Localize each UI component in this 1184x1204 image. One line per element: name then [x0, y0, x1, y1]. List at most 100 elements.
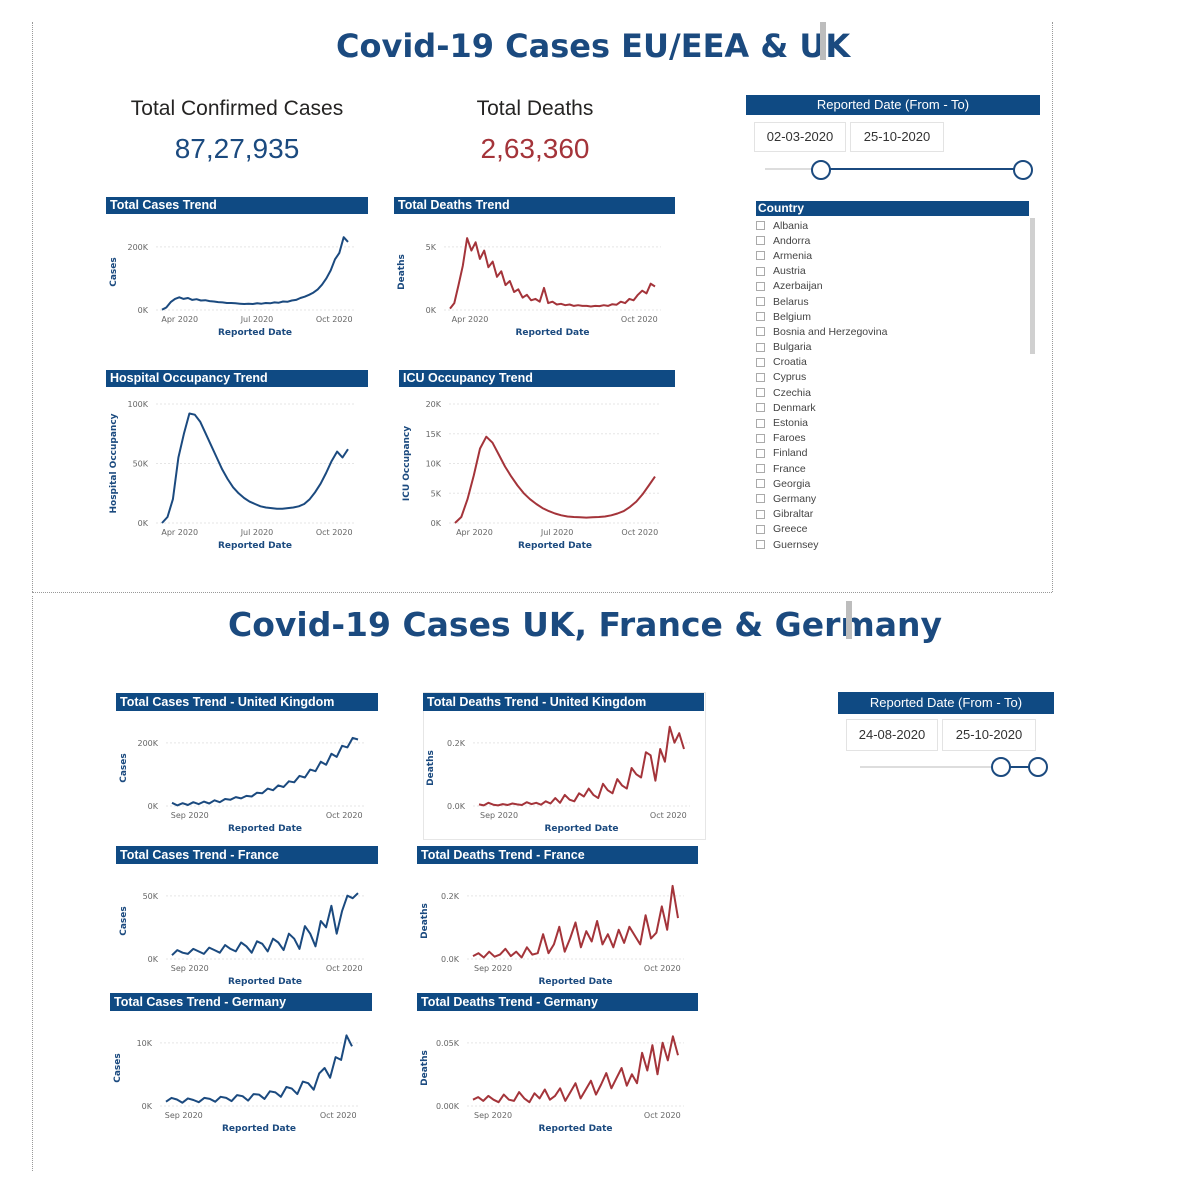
de-deaths-chart: 0.00K 0.05K Sep 2020 Oct 2020 Reported Date D… [417, 1016, 698, 1138]
y-axis-label: Cases [113, 1053, 123, 1083]
country-checkbox[interactable] [756, 524, 765, 534]
date-to-input[interactable]: 25-10-2020 [850, 122, 944, 152]
x-axis-label: Reported Date [228, 977, 302, 987]
country-checkbox[interactable] [756, 418, 765, 428]
y-axis-label: ICU Occupancy [402, 426, 412, 501]
country-checkbox[interactable] [756, 479, 765, 489]
series-line [454, 435, 656, 524]
country-scrollbar[interactable] [1030, 218, 1035, 354]
x-axis-label: Reported Date [222, 1124, 296, 1134]
country-item[interactable]: Germany [756, 491, 1026, 506]
country-item[interactable]: Czechia [756, 385, 1026, 400]
country-label: Belgium [773, 310, 811, 323]
country-checkbox[interactable] [756, 251, 765, 261]
date2-slider-start-handle[interactable] [991, 757, 1011, 777]
country-item[interactable]: France [756, 461, 1026, 476]
de-cases-chart: 0K 10K Sep 2020 Oct 2020 Reported Date Cases [110, 1016, 372, 1138]
country-label: Faroes [773, 432, 806, 445]
country-item[interactable]: Belgium [756, 309, 1026, 324]
country-item[interactable]: Bosnia and Herzegovina [756, 324, 1026, 339]
country-label: Finland [773, 447, 808, 460]
series-line [472, 884, 679, 959]
country-label: Cyprus [773, 371, 807, 384]
total-deaths-chart: 0K 5K Apr 2020 Oct 2020 Reported Date Deaths [394, 220, 675, 342]
country-checkbox[interactable] [756, 433, 765, 443]
country-label: Denmark [773, 401, 816, 414]
y-tick-label: 0.2K [447, 739, 466, 748]
country-checkbox[interactable] [756, 342, 765, 352]
country-item[interactable]: Cyprus [756, 370, 1026, 385]
top-frame-bottom [32, 592, 1052, 593]
country-item[interactable]: Bulgaria [756, 340, 1026, 355]
y-tick-label: 100K [127, 400, 148, 409]
country-item[interactable]: Croatia [756, 355, 1026, 370]
country-slicer-header: Country [756, 201, 1029, 216]
country-item[interactable]: Georgia [756, 476, 1026, 491]
uk-cases-chart: 0K 200K Sep 2020 Oct 2020 Reported Date Cases [116, 716, 378, 838]
x-axis-label: Reported Date [228, 824, 302, 834]
country-checkbox[interactable] [756, 388, 765, 398]
x-tick-label: Oct 2020 [621, 528, 658, 537]
country-checkbox[interactable] [756, 494, 765, 504]
y-tick-label: 10K [137, 1039, 153, 1048]
country-checkbox[interactable] [756, 297, 765, 307]
country-checkbox[interactable] [756, 509, 765, 519]
country-item[interactable]: Andorra [756, 233, 1026, 248]
y-tick-label: 0K [138, 306, 149, 315]
x-axis-label: Reported Date [218, 541, 292, 551]
date2-slider-end-handle[interactable] [1028, 757, 1048, 777]
date-slider-start-handle[interactable] [811, 160, 831, 180]
country-checkbox[interactable] [756, 357, 765, 367]
chart-svg: 0K 5K 10K 15K 20K Apr 2020 Jul 2020 Oct 2020 Rep… [402, 400, 661, 551]
country-item[interactable]: Denmark [756, 400, 1026, 415]
country-label: Georgia [773, 477, 811, 490]
date-slider-end-handle[interactable] [1013, 160, 1033, 180]
country-checkbox[interactable] [756, 312, 765, 322]
y-tick-label: 50K [133, 460, 149, 469]
country-item[interactable]: Azerbaijan [756, 279, 1026, 294]
y-tick-label: 5K [426, 243, 437, 252]
series-line [161, 236, 349, 311]
country-checkbox[interactable] [756, 236, 765, 246]
country-checkbox[interactable] [756, 403, 765, 413]
country-item[interactable]: Guernsey [756, 537, 1026, 552]
series-line [165, 1034, 353, 1104]
y-tick-label: 20K [426, 400, 442, 409]
country-checkbox[interactable] [756, 221, 765, 231]
x-tick-label: Sep 2020 [480, 811, 518, 820]
country-item[interactable]: Albania [756, 218, 1026, 233]
kpi-cases-value: 87,27,935 [174, 133, 300, 164]
country-item[interactable]: Austria [756, 264, 1026, 279]
series-line [171, 892, 359, 956]
country-label: Estonia [773, 417, 809, 430]
x-tick-label: Oct 2020 [320, 1111, 357, 1120]
country-item[interactable]: Estonia [756, 415, 1026, 430]
y-axis-label: Cases [119, 906, 129, 936]
country-item[interactable]: Gibraltar [756, 507, 1026, 522]
country-label: Armenia [773, 249, 813, 262]
country-item[interactable]: Belarus [756, 294, 1026, 309]
country-label: Andorra [773, 234, 811, 247]
chart-header-total-deaths: Total Deaths Trend [394, 197, 675, 214]
country-checkbox[interactable] [756, 448, 765, 458]
x-tick-label: Jul 2020 [240, 315, 274, 324]
y-axis-label: Deaths [426, 750, 436, 786]
country-item[interactable]: Faroes [756, 431, 1026, 446]
date2-to-input[interactable]: 25-10-2020 [942, 719, 1036, 751]
chart-svg: 0K 200K Apr 2020 Jul 2020 Oct 2020 Reported D… [109, 236, 354, 338]
date-from-input[interactable]: 02-03-2020 [754, 122, 846, 152]
country-item[interactable]: Greece [756, 522, 1026, 537]
country-checkbox[interactable] [756, 540, 765, 550]
country-checkbox[interactable] [756, 372, 765, 382]
country-item[interactable]: Armenia [756, 248, 1026, 263]
country-item[interactable]: Finland [756, 446, 1026, 461]
country-checkbox[interactable] [756, 464, 765, 474]
country-checkbox[interactable] [756, 327, 765, 337]
y-axis-label: Cases [119, 753, 129, 783]
uk-deaths-chart: 0.0K 0.2K Sep 2020 Oct 2020 Reported Date Dea… [423, 716, 704, 838]
country-checkbox[interactable] [756, 266, 765, 276]
bottom-frame-left [32, 596, 33, 1171]
country-checkbox[interactable] [756, 281, 765, 291]
y-tick-label: 5K [431, 489, 442, 498]
date2-from-input[interactable]: 24-08-2020 [846, 719, 938, 751]
